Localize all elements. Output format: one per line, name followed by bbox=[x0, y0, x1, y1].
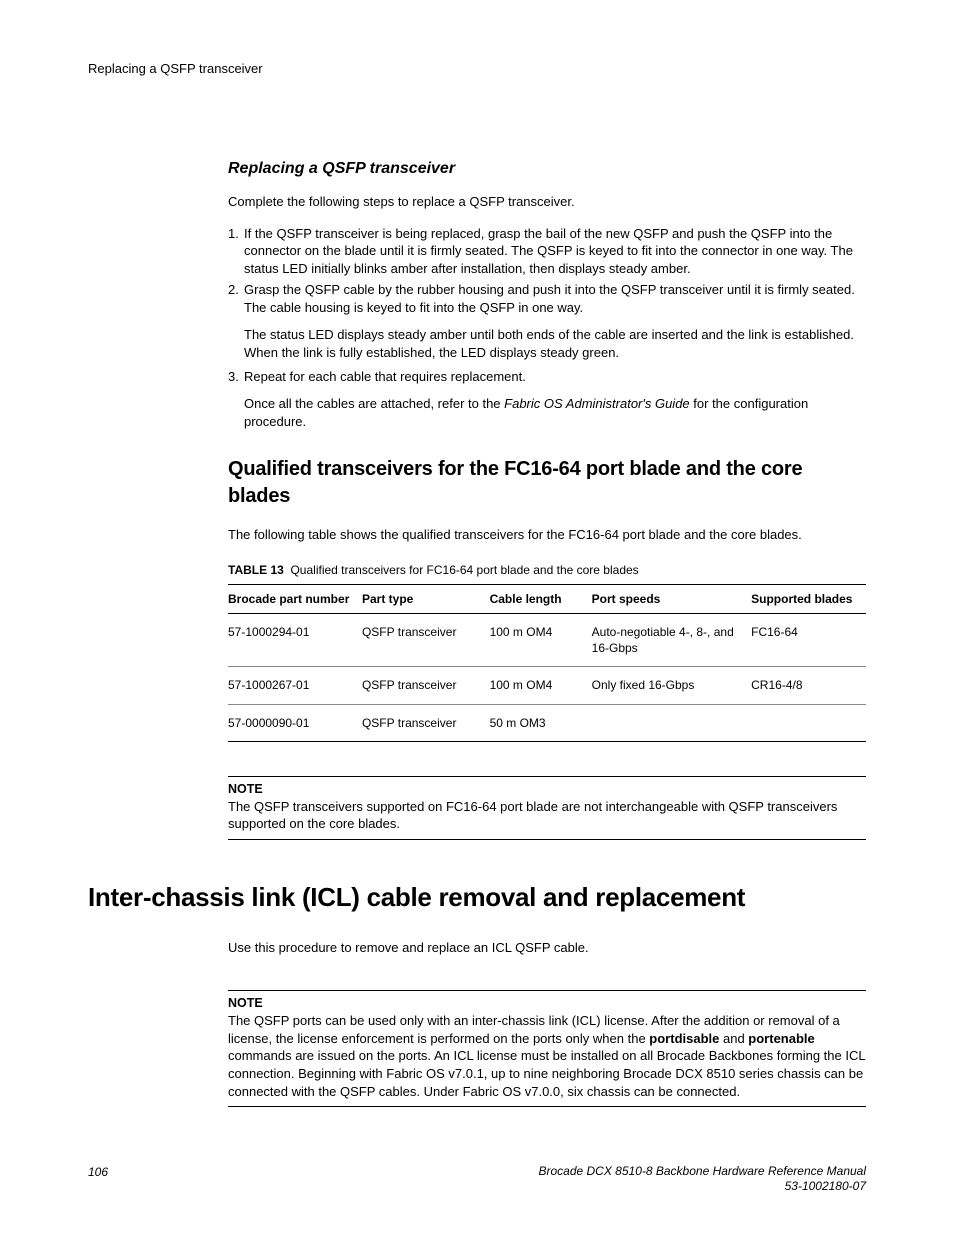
section-replacing: Replacing a QSFP transceiver Complete th… bbox=[228, 158, 866, 840]
step-text: If the QSFP transceiver is being replace… bbox=[244, 226, 853, 276]
step-2: 2. Grasp the QSFP cable by the rubber ho… bbox=[228, 281, 866, 361]
table-label: TABLE 13 bbox=[228, 563, 284, 577]
note-head-2: NOTE bbox=[228, 995, 866, 1012]
note-rule-bottom-2 bbox=[228, 1106, 866, 1107]
table-row: 57-1000267-01 QSFP transceiver 100 m OM4… bbox=[228, 667, 866, 704]
note-head: NOTE bbox=[228, 781, 866, 798]
running-header: Replacing a QSFP transceiver bbox=[88, 60, 866, 78]
step-1: 1. If the QSFP transceiver is being repl… bbox=[228, 225, 866, 278]
icl-intro: Use this procedure to remove and replace… bbox=[228, 939, 866, 957]
doc-number: 53-1002180-07 bbox=[785, 1179, 866, 1193]
heading-icl: Inter-chassis link (ICL) cable removal a… bbox=[88, 880, 866, 915]
page-number: 106 bbox=[88, 1164, 108, 1180]
step-num: 2. bbox=[228, 281, 239, 299]
note-block-2: NOTE The QSFP ports can be used only wit… bbox=[228, 995, 866, 1100]
table-title: Qualified transceivers for FC16-64 port … bbox=[290, 563, 638, 577]
qualified-intro: The following table shows the qualified … bbox=[228, 526, 866, 544]
cmd-portdisable: portdisable bbox=[649, 1031, 719, 1046]
note-block: NOTE The QSFP transceivers supported on … bbox=[228, 781, 866, 833]
guide-ref: Fabric OS Administrator's Guide bbox=[504, 396, 690, 411]
col-part-number: Brocade part number bbox=[228, 584, 362, 613]
page-footer: 106 Brocade DCX 8510-8 Backbone Hardware… bbox=[88, 1164, 866, 1195]
step-num: 3. bbox=[228, 368, 239, 386]
heading-replacing: Replacing a QSFP transceiver bbox=[228, 158, 866, 180]
note-body: The QSFP transceivers supported on FC16-… bbox=[228, 798, 866, 833]
step-text: Grasp the QSFP cable by the rubber housi… bbox=[244, 282, 855, 315]
transceiver-table: Brocade part number Part type Cable leng… bbox=[228, 584, 866, 742]
step-text: Repeat for each cable that requires repl… bbox=[244, 369, 526, 384]
icl-body: Use this procedure to remove and replace… bbox=[228, 939, 866, 1107]
col-cable-length: Cable length bbox=[490, 584, 592, 613]
step-3: 3. Repeat for each cable that requires r… bbox=[228, 368, 866, 431]
intro-para: Complete the following steps to replace … bbox=[228, 193, 866, 211]
step-num: 1. bbox=[228, 225, 239, 243]
col-port-speeds: Port speeds bbox=[592, 584, 752, 613]
section-icl: Inter-chassis link (ICL) cable removal a… bbox=[88, 880, 866, 915]
steps-list: 1. If the QSFP transceiver is being repl… bbox=[228, 225, 866, 430]
table-caption: TABLE 13 Qualified transceivers for FC16… bbox=[228, 562, 866, 578]
col-supported-blades: Supported blades bbox=[751, 584, 866, 613]
manual-title: Brocade DCX 8510-8 Backbone Hardware Ref… bbox=[538, 1164, 866, 1178]
heading-qualified: Qualified transceivers for the FC16-64 p… bbox=[228, 456, 866, 510]
footer-ref: Brocade DCX 8510-8 Backbone Hardware Ref… bbox=[538, 1164, 866, 1195]
col-part-type: Part type bbox=[362, 584, 490, 613]
note-body-2: The QSFP ports can be used only with an … bbox=[228, 1012, 866, 1100]
table-row: 57-0000090-01 QSFP transceiver 50 m OM3 bbox=[228, 704, 866, 741]
cmd-portenable: portenable bbox=[748, 1031, 814, 1046]
table-header-row: Brocade part number Part type Cable leng… bbox=[228, 584, 866, 613]
page: Replacing a QSFP transceiver Replacing a… bbox=[0, 0, 954, 1235]
table-row: 57-1000294-01 QSFP transceiver 100 m OM4… bbox=[228, 614, 866, 667]
note-rule-bottom bbox=[228, 839, 866, 840]
note-rule-top-2 bbox=[228, 990, 866, 991]
step-sub: The status LED displays steady amber unt… bbox=[244, 326, 866, 361]
note-rule-top bbox=[228, 776, 866, 777]
step-sub: Once all the cables are attached, refer … bbox=[244, 395, 866, 430]
